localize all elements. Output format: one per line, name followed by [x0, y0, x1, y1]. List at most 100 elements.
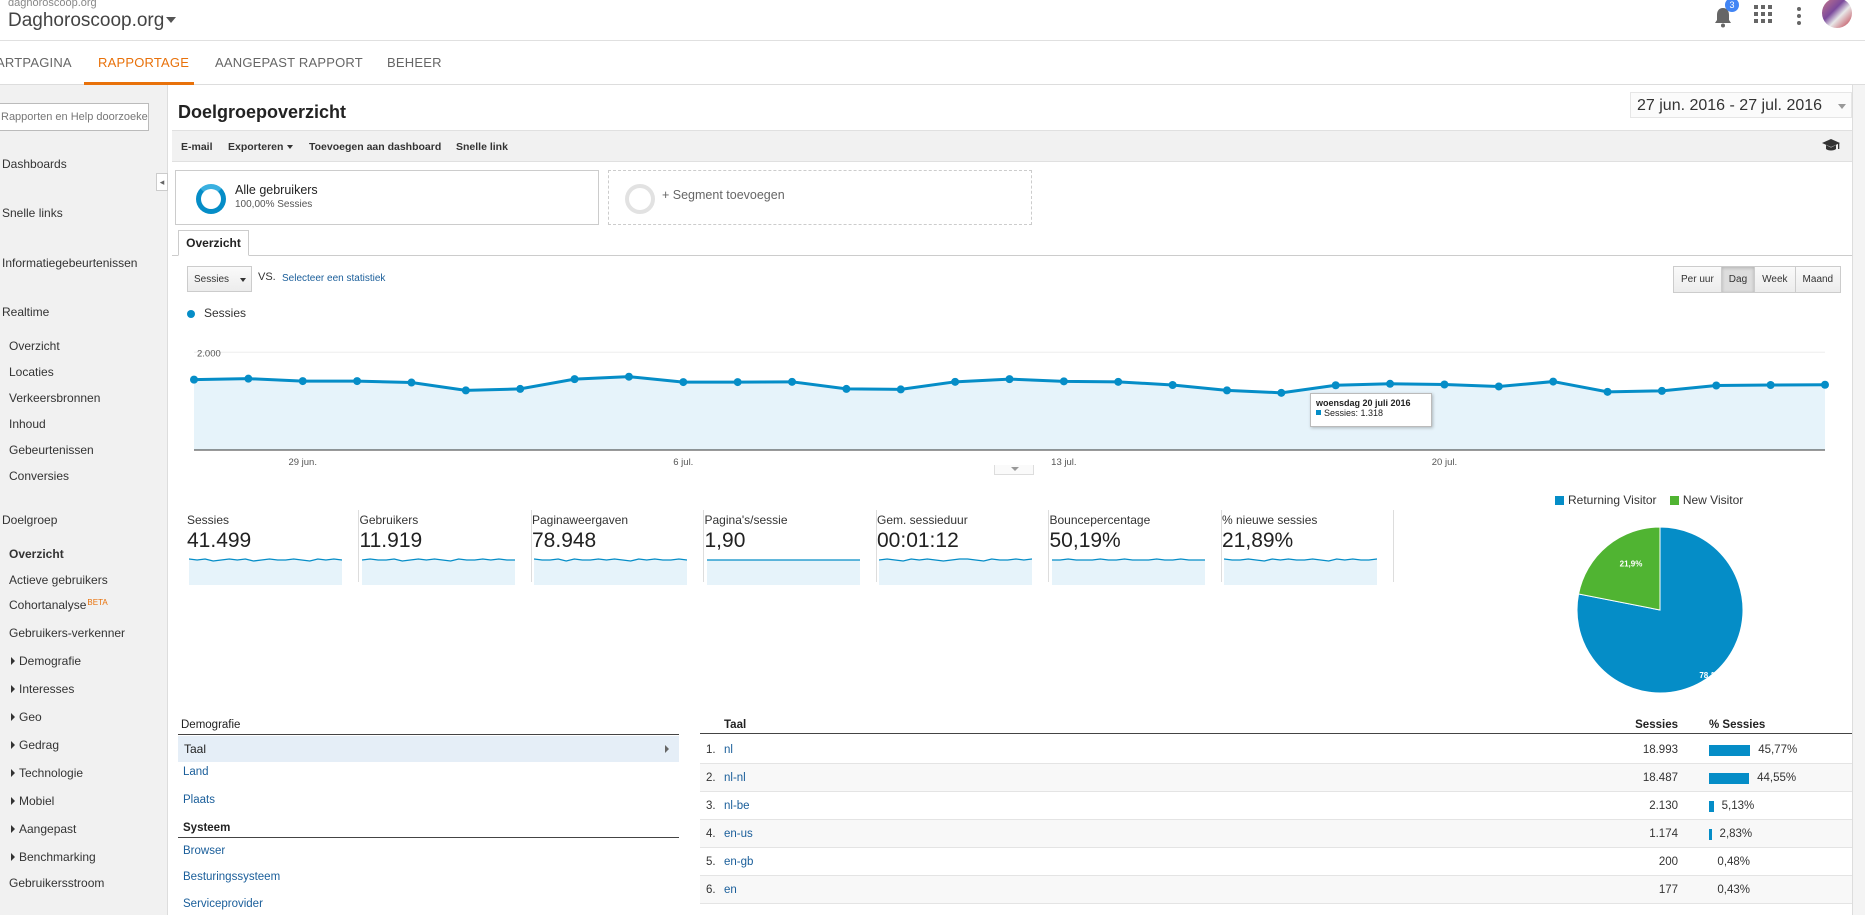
scorecard-paginas-per-sessie[interactable]: Pagina's/sessie 1,90 [705, 510, 877, 585]
sidebar-item-gedrag[interactable]: Gedrag [11, 738, 59, 752]
data-point[interactable] [1766, 380, 1775, 389]
sidebar-item-technologie[interactable]: Technologie [11, 766, 83, 780]
sidebar-item-realtime-overzicht[interactable]: Overzicht [9, 339, 60, 353]
tab-overzicht[interactable]: Overzicht [178, 230, 249, 256]
data-point[interactable] [298, 377, 307, 386]
data-point[interactable] [1494, 382, 1503, 391]
scorecard-paginaweergaven[interactable]: Paginaweergaven 78.948 [532, 510, 704, 585]
column-header-sessies[interactable]: Sessies [1635, 719, 1678, 731]
demographics-link-land[interactable]: Land [183, 766, 209, 778]
data-point[interactable] [1603, 387, 1612, 396]
sidebar-item-benchmarking[interactable]: Benchmarking [11, 850, 96, 864]
data-point[interactable] [788, 377, 797, 386]
language-link[interactable]: nl [724, 744, 733, 756]
data-point[interactable] [516, 384, 525, 393]
data-point[interactable] [951, 377, 960, 386]
data-point[interactable] [624, 372, 633, 381]
sidebar-item-geo[interactable]: Geo [11, 710, 42, 724]
granularity-day-button[interactable]: Dag [1720, 267, 1755, 292]
sidebar-item-locaties[interactable]: Locaties [9, 365, 54, 379]
graduation-cap-icon[interactable] [1821, 137, 1841, 153]
scorecard-gebruikers[interactable]: Gebruikers 11.919 [360, 510, 532, 585]
tab-beheer[interactable]: BEHEER [387, 55, 442, 70]
data-point[interactable] [1277, 388, 1286, 397]
sidebar-item-doelgroep[interactable]: Doelgroep [2, 513, 58, 527]
scrollbar[interactable] [1852, 85, 1865, 915]
sidebar-item-realtime[interactable]: Realtime [2, 305, 50, 319]
data-point[interactable] [1386, 379, 1395, 388]
sidebar-item-interesses[interactable]: Interesses [11, 682, 74, 696]
export-button[interactable]: Exporteren [228, 141, 294, 153]
data-point[interactable] [353, 377, 362, 386]
tab-aangepast-rapport[interactable]: AANGEPAST RAPPORT [215, 55, 363, 70]
data-point[interactable] [1821, 380, 1829, 389]
chart-resize-handle[interactable] [994, 465, 1034, 475]
select-statistic-link[interactable]: Selecteer een statistiek [282, 273, 386, 284]
sidebar-item-demografie[interactable]: Demografie [11, 654, 81, 668]
metric-select[interactable]: Sessies [187, 266, 252, 292]
data-point[interactable] [1005, 375, 1014, 384]
granularity-month-button[interactable]: Maand [1794, 267, 1841, 292]
sidebar-item-gebruikers-verkenner[interactable]: Gebruikers-verkenner [9, 626, 126, 640]
tab-rapportage[interactable]: RAPPORTAGE [98, 55, 190, 70]
tab-startpagina[interactable]: STARTPAGINA [0, 55, 72, 70]
scorecard-bouncepercentage[interactable]: Bouncepercentage 50,19% [1050, 510, 1222, 585]
date-range-picker[interactable]: 27 jun. 2016 - 27 jul. 2016 [1630, 92, 1852, 118]
language-link[interactable]: nl-nl [724, 772, 746, 784]
search-input[interactable]: Rapporten en Help doorzoeken [0, 103, 149, 131]
data-point[interactable] [570, 375, 579, 384]
demographics-item-taal[interactable]: Taal [178, 736, 679, 762]
system-link-serviceprovider[interactable]: Serviceprovider [183, 898, 263, 910]
shortcut-button[interactable]: Snelle link [456, 141, 508, 153]
sidebar-item-aangepast[interactable]: Aangepast [11, 822, 76, 836]
data-point[interactable] [1440, 380, 1449, 389]
data-point[interactable] [1222, 386, 1231, 395]
more-options-icon[interactable] [1794, 5, 1804, 27]
avatar[interactable] [1822, 0, 1852, 28]
data-point[interactable] [679, 378, 688, 387]
data-point[interactable] [190, 375, 198, 384]
data-point[interactable] [1168, 380, 1177, 389]
collapse-sidebar-button[interactable]: ◂ [156, 173, 168, 191]
data-point[interactable] [244, 374, 253, 383]
data-point[interactable] [1657, 386, 1666, 395]
data-point[interactable] [1549, 377, 1558, 386]
sidebar-item-cohortanalyse[interactable]: CohortanalyseBETA [9, 598, 108, 612]
column-header-pct-sessies[interactable]: % Sessies [1709, 719, 1766, 731]
data-point[interactable] [1059, 377, 1068, 386]
bell-icon[interactable] [1712, 5, 1734, 29]
account-selector[interactable]: Daghoroscoop.org [8, 10, 165, 31]
system-link-browser[interactable]: Browser [183, 845, 226, 857]
sidebar-item-verkeersbronnen[interactable]: Verkeersbronnen [9, 391, 101, 405]
data-point[interactable] [842, 384, 851, 393]
pie-slice-returning-visitor[interactable] [1576, 526, 1744, 694]
add-to-dashboard-button[interactable]: Toevoegen aan dashboard [309, 141, 442, 153]
data-point[interactable] [1712, 381, 1721, 390]
sidebar-item-snelle-links[interactable]: Snelle links [2, 206, 63, 220]
demographics-link-plaats[interactable]: Plaats [183, 794, 215, 806]
data-point[interactable] [1331, 381, 1340, 390]
apps-grid-icon[interactable] [1754, 5, 1772, 23]
data-point[interactable] [1114, 377, 1123, 386]
sidebar-item-conversies[interactable]: Conversies [9, 469, 70, 483]
granularity-hour-button[interactable]: Per uur [1681, 274, 1714, 285]
column-header-taal[interactable]: Taal [724, 719, 747, 731]
data-point[interactable] [461, 386, 470, 395]
sidebar-item-doelgroep-overzicht[interactable]: Overzicht [9, 547, 64, 561]
language-link[interactable]: en-gb [724, 856, 754, 868]
sidebar-item-gebruikersstroom[interactable]: Gebruikersstroom [9, 876, 105, 890]
language-link[interactable]: en [724, 884, 737, 896]
email-button[interactable]: E-mail [181, 141, 213, 153]
chevron-down-icon[interactable] [166, 17, 176, 23]
scorecard-nieuwe-sessies[interactable]: % nieuwe sessies 21,89% [1222, 510, 1394, 585]
sidebar-item-actieve-gebruikers[interactable]: Actieve gebruikers [9, 573, 108, 587]
data-point[interactable] [733, 378, 742, 387]
data-point[interactable] [407, 378, 416, 387]
sidebar-item-dashboards[interactable]: Dashboards [2, 157, 67, 171]
granularity-week-button[interactable]: Week [1754, 267, 1794, 292]
sidebar-item-inhoud[interactable]: Inhoud [9, 417, 46, 431]
language-link[interactable]: nl-be [724, 800, 750, 812]
system-link-besturingssysteem[interactable]: Besturingssysteem [183, 871, 281, 883]
sidebar-item-mobiel[interactable]: Mobiel [11, 794, 54, 808]
pie-slice-new-visitor[interactable] [1577, 526, 1661, 611]
